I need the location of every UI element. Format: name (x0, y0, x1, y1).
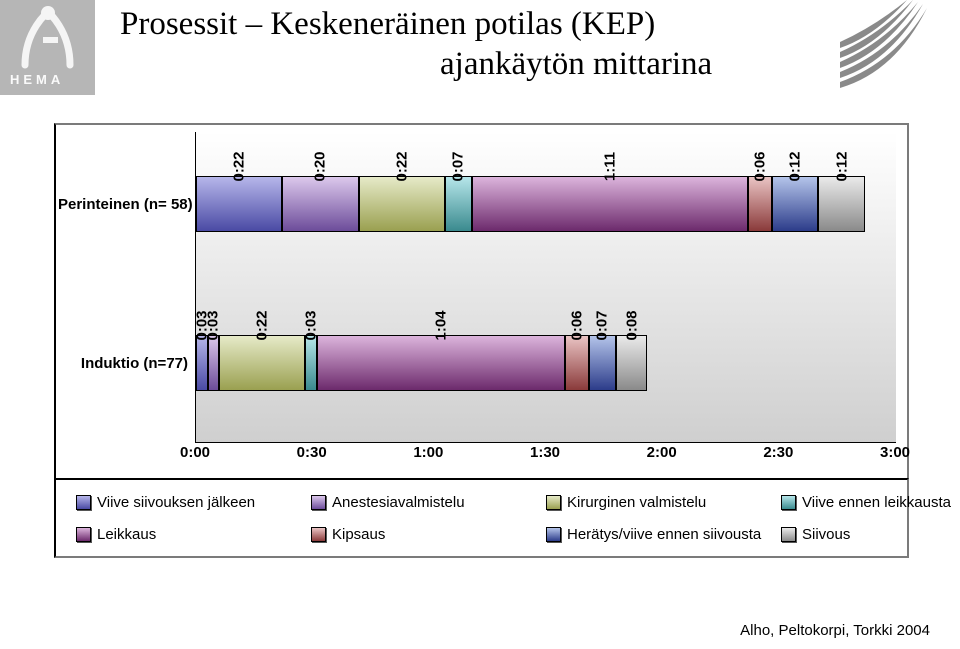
segment-anestesiavalmistelu: 0:03 (208, 335, 220, 391)
segment-label: 0:22 (230, 151, 247, 181)
legend-swatch (546, 495, 561, 510)
legend-item: Siivous (781, 526, 951, 543)
segment-label: 0:12 (833, 151, 850, 181)
segment-kirurginen-valmistelu: 0:22 (359, 176, 445, 232)
segment-kipsaus: 0:06 (748, 176, 771, 232)
x-tick: 2:30 (763, 444, 793, 461)
segment-label: 0:22 (254, 310, 271, 340)
legend-label: Kipsaus (332, 526, 385, 543)
segment-label: 0:20 (312, 151, 329, 181)
legend-swatch (311, 495, 326, 510)
secondary-logo (835, 0, 930, 90)
segment-viive-siivouksen-j-lkeen: 0:22 (196, 176, 282, 232)
segment-siivous: 0:12 (818, 176, 865, 232)
legend-label: Herätys/viive ennen siivousta (567, 526, 761, 543)
segment-viive-ennen-leikkausta: 0:07 (445, 176, 472, 232)
x-tick: 1:00 (413, 444, 443, 461)
segment-her-tys-viive-ennen-siivousta: 0:12 (772, 176, 819, 232)
org-logo-text: HEMA (10, 72, 64, 87)
segment-label: 0:07 (450, 151, 467, 181)
legend: Viive siivouksen jälkeen Anestesiavalmist… (54, 478, 909, 558)
segment-her-tys-viive-ennen-siivousta: 0:07 (589, 335, 616, 391)
x-axis-ticks: 0:000:301:001:302:002:303:00 (195, 444, 895, 470)
segment-label: 0:07 (594, 310, 611, 340)
segment-anestesiavalmistelu: 0:20 (282, 176, 360, 232)
segment-siivous: 0:08 (616, 335, 647, 391)
segment-label: 1:04 (432, 310, 449, 340)
segment-kirurginen-valmistelu: 0:22 (219, 335, 305, 391)
legend-swatch (76, 527, 91, 542)
segment-label: 0:22 (394, 151, 411, 181)
x-tick: 1:30 (530, 444, 560, 461)
x-tick: 0:00 (180, 444, 210, 461)
legend-item: Herätys/viive ennen siivousta (546, 526, 781, 543)
slide-title-line2: ajankäytön mittarina (440, 46, 712, 83)
segment-viive-ennen-leikkausta: 0:03 (305, 335, 317, 391)
segment-viive-siivouksen-j-lkeen: 0:03 (196, 335, 208, 391)
legend-label: Viive siivouksen jälkeen (97, 494, 255, 511)
legend-swatch (546, 527, 561, 542)
legend-item: Viive ennen leikkausta (781, 494, 951, 511)
legend-swatch (781, 495, 796, 510)
legend-item: Kirurginen valmistelu (546, 494, 781, 511)
org-logo: HEMA (0, 0, 95, 95)
segment-leikkaus: 1:04 (317, 335, 566, 391)
segment-label: 0:12 (786, 151, 803, 181)
legend-label: Siivous (802, 526, 850, 543)
legend-label: Viive ennen leikkausta (802, 494, 951, 511)
x-tick: 3:00 (880, 444, 910, 461)
segment-label: 0:06 (751, 151, 768, 181)
x-tick: 0:30 (297, 444, 327, 461)
x-tick: 2:00 (647, 444, 677, 461)
legend-swatch (311, 527, 326, 542)
category-label-0: Perinteinen (n= 58) (58, 196, 188, 213)
bar-perinteinen: 0:220:200:220:071:110:060:120:12 (196, 176, 896, 232)
legend-item: Kipsaus (311, 526, 546, 543)
legend-swatch (76, 495, 91, 510)
segment-leikkaus: 1:11 (472, 176, 748, 232)
segment-label: 1:11 (602, 152, 619, 181)
segment-label: 0:08 (623, 310, 640, 340)
legend-label: Kirurginen valmistelu (567, 494, 706, 511)
legend-item: Viive siivouksen jälkeen (76, 494, 311, 511)
segment-label: 0:06 (569, 310, 586, 340)
legend-label: Leikkaus (97, 526, 156, 543)
legend-swatch (781, 527, 796, 542)
bar-induktio: 0:030:030:220:031:040:060:070:08 (196, 335, 896, 391)
segment-kipsaus: 0:06 (565, 335, 588, 391)
slide-title-line1: Prosessit – Keskeneräinen potilas (KEP) (120, 6, 655, 43)
citation: Alho, Peltokorpi, Torkki 2004 (740, 622, 930, 639)
legend-item: Anestesiavalmistelu (311, 494, 546, 511)
legend-label: Anestesiavalmistelu (332, 494, 465, 511)
category-label-1: Induktio (n=77) (58, 355, 188, 372)
plot-area: 0:220:200:220:071:110:060:120:12 0:030:0… (195, 132, 896, 443)
legend-item: Leikkaus (76, 526, 311, 543)
